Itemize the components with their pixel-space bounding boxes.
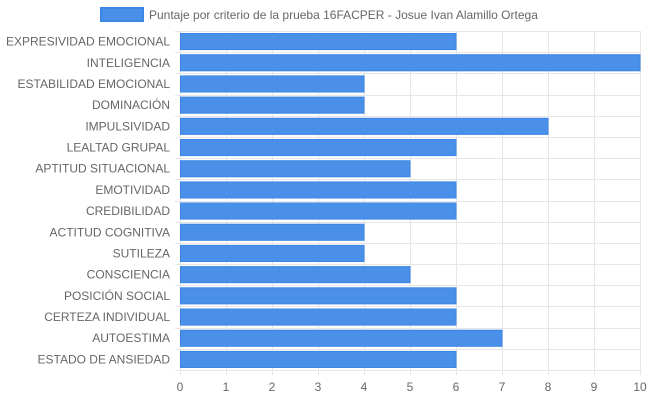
bar-14[interactable] — [180, 329, 503, 347]
tick-label-1: 1 — [223, 380, 230, 394]
category-label-2: ESTABILIDAD EMOCIONAL — [18, 77, 171, 91]
bar-15[interactable] — [180, 350, 457, 368]
tick-label-0: 0 — [177, 380, 184, 394]
tick-label-8: 8 — [545, 380, 552, 394]
category-label-9: ACTITUD COGNITIVA — [50, 225, 170, 239]
bar-2[interactable] — [180, 75, 365, 93]
tick-label-7: 7 — [499, 380, 506, 394]
legend[interactable]: Puntaje por criterio de la prueba 16FACP… — [100, 7, 538, 22]
bar-9[interactable] — [180, 223, 365, 241]
category-label-8: CREDIBILIDAD — [86, 204, 170, 218]
category-label-3: DOMINACIÓN — [92, 97, 170, 112]
tick-label-9: 9 — [591, 380, 598, 394]
tick-label-6: 6 — [453, 380, 460, 394]
category-label-13: CERTEZA INDIVIDUAL — [44, 310, 170, 324]
tick-label-4: 4 — [361, 380, 368, 394]
category-label-15: ESTADO DE ANSIEDAD — [38, 352, 171, 366]
bar-6[interactable] — [180, 160, 411, 178]
tick-label-3: 3 — [315, 380, 322, 394]
bar-1[interactable] — [180, 54, 641, 72]
category-label-11: CONSCIENCIA — [87, 268, 170, 282]
bar-3[interactable] — [180, 96, 365, 114]
bar-4[interactable] — [180, 117, 549, 135]
category-label-0: EXPRESIVIDAD EMOCIONAL — [6, 35, 170, 49]
legend-swatch[interactable] — [100, 7, 144, 22]
bar-12[interactable] — [180, 287, 457, 305]
category-label-6: APTITUD SITUACIONAL — [35, 162, 170, 176]
bar-11[interactable] — [180, 266, 411, 284]
category-label-4: IMPULSIVIDAD — [85, 119, 170, 133]
gridlines — [175, 31, 641, 375]
bar-0[interactable] — [180, 33, 457, 51]
bar-8[interactable] — [180, 202, 457, 220]
tick-label-2: 2 — [269, 380, 276, 394]
tick-label-5: 5 — [407, 380, 414, 394]
bar-5[interactable] — [180, 139, 457, 157]
tick-label-10: 10 — [633, 380, 647, 394]
value-axis: 0 1 2 3 4 5 6 7 8 9 10 — [177, 380, 647, 394]
category-label-1: INTELIGENCIA — [87, 56, 170, 70]
bar-7[interactable] — [180, 181, 457, 199]
category-label-5: LEALTAD GRUPAL — [67, 141, 171, 155]
category-label-12: POSICIÓN SOCIAL — [64, 288, 170, 303]
category-label-14: AUTOESTIMA — [92, 331, 170, 345]
bar-13[interactable] — [180, 308, 457, 326]
legend-label[interactable]: Puntaje por criterio de la prueba 16FACP… — [149, 8, 538, 22]
category-label-7: EMOTIVIDAD — [95, 183, 170, 197]
category-label-10: SUTILEZA — [113, 247, 170, 261]
bars — [180, 33, 641, 368]
bar-10[interactable] — [180, 244, 365, 262]
category-axis: EXPRESIVIDAD EMOCIONAL INTELIGENCIA ESTABI… — [6, 35, 170, 367]
